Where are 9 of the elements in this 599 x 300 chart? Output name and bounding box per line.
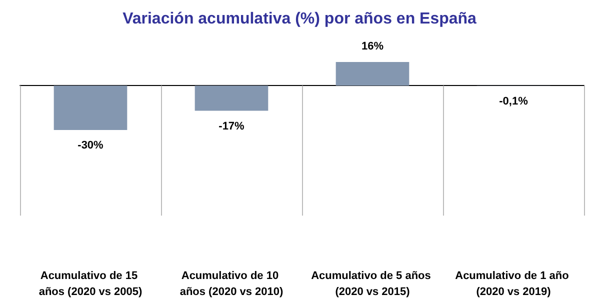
chart-title: Variación acumulativa (%) por años en España (122, 10, 477, 28)
data-label: -17% (218, 120, 245, 132)
x-tick-label: Acumulativo de 15 años (2020 vs 2005) (38, 270, 142, 298)
data-label: -30% (78, 140, 104, 152)
x-tick-label: Acumulativo de 1 año (2020 vs 2019) (455, 270, 572, 298)
data-label: 16% (361, 40, 384, 52)
x-tick-label: Acumulativo de 5 años (2020 vs 2015) (311, 270, 434, 298)
data-label: -0,1% (499, 95, 528, 108)
x-tick-label: Acumulativo de 10 años (2020 vs 2010) (180, 270, 284, 298)
